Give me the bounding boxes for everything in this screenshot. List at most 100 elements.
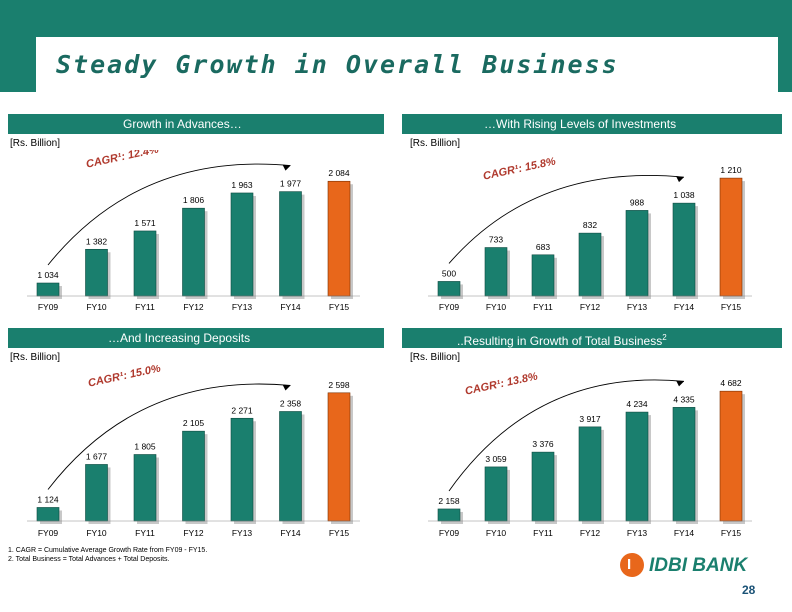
category-label: FY13 bbox=[232, 528, 253, 538]
bar-FY11 bbox=[133, 230, 157, 297]
idbi-bank-logo: I IDBI BANK bbox=[620, 553, 747, 579]
bar-FY15 bbox=[327, 180, 351, 297]
idbi-logo-icon: I bbox=[620, 553, 644, 577]
value-label: 1 677 bbox=[86, 451, 108, 461]
bar-FY13 bbox=[230, 417, 254, 522]
cagr-trend-arrow bbox=[47, 383, 291, 490]
category-label: FY14 bbox=[674, 528, 695, 538]
category-label: FY11 bbox=[135, 528, 155, 538]
category-label: FY09 bbox=[439, 302, 460, 312]
arrow-head-icon bbox=[676, 380, 684, 387]
category-label: FY14 bbox=[280, 302, 301, 312]
cagr-label: CAGR¹: 15.0% bbox=[87, 365, 162, 390]
arrow-head-icon bbox=[282, 384, 291, 391]
bar-FY14 bbox=[279, 191, 302, 297]
category-label: FY14 bbox=[674, 302, 695, 312]
value-label: 683 bbox=[536, 242, 550, 252]
panel-title-text: ..Resulting in Growth of Total Business2 bbox=[457, 328, 667, 351]
arrow-head-icon bbox=[282, 164, 291, 171]
category-label: FY11 bbox=[533, 528, 553, 538]
value-label: 4 682 bbox=[720, 378, 742, 388]
value-label: 832 bbox=[583, 220, 597, 230]
panel-title-advances: Growth in Advances… bbox=[8, 114, 384, 134]
unit-label: [Rs. Billion] bbox=[410, 138, 461, 149]
category-label: FY14 bbox=[280, 528, 301, 538]
chart-advances: 1 034 FY09 1 382 FY10 1 571 FY11 1 806 FY12 1 96… bbox=[27, 150, 360, 312]
bar-FY15 bbox=[327, 392, 351, 522]
category-label: FY10 bbox=[486, 302, 507, 312]
panel-title-superscript: 2 bbox=[662, 333, 667, 342]
category-label: FY10 bbox=[86, 302, 107, 312]
page-title: Steady Growth in Overall Business bbox=[56, 50, 619, 79]
bar-FY13 bbox=[230, 192, 254, 297]
chart-total-business: 2 158 FY09 3 059 FY10 3 376 FY11 3 917 FY12 4 23… bbox=[428, 370, 752, 538]
value-label: 2 158 bbox=[438, 496, 460, 506]
panel-title-total-business: ..Resulting in Growth of Total Business2 bbox=[402, 328, 782, 348]
footnote-2: 2. Total Business = Total Advances + Tot… bbox=[8, 556, 170, 563]
category-label: FY09 bbox=[439, 528, 460, 538]
category-label: FY11 bbox=[533, 302, 553, 312]
cagr-label: CAGR¹: 12.4% bbox=[85, 150, 160, 171]
bar-FY09 bbox=[437, 508, 461, 522]
cagr-label: CAGR¹: 15.8% bbox=[482, 155, 557, 182]
value-label: 1 977 bbox=[280, 179, 302, 189]
panel-title-text: …And Increasing Deposits bbox=[108, 331, 251, 345]
chart-investments: 500 FY09 733 FY10 683 FY11 832 FY12 988 FY13 1 038… bbox=[428, 155, 752, 312]
cagr-trend-arrow bbox=[47, 163, 291, 266]
value-label: 1 805 bbox=[134, 442, 156, 452]
title-band-right-accent bbox=[778, 37, 792, 92]
footnote-1: 1. CAGR = Cumulative Average Growth Rate… bbox=[8, 547, 208, 554]
bar-FY09 bbox=[36, 282, 60, 297]
bar-FY10 bbox=[484, 247, 508, 297]
category-label: FY09 bbox=[38, 528, 59, 538]
header-band bbox=[0, 0, 792, 92]
panel-title-main: ..Resulting in Growth of Total Business bbox=[457, 334, 663, 348]
bar-FY10 bbox=[85, 248, 108, 297]
category-label: FY13 bbox=[232, 302, 253, 312]
value-label: 3 917 bbox=[579, 414, 601, 424]
logo-text: IDBI BANK bbox=[649, 555, 748, 576]
category-label: FY12 bbox=[183, 302, 204, 312]
value-label: 2 105 bbox=[183, 418, 205, 428]
bar-FY09 bbox=[36, 507, 60, 522]
value-label: 1 963 bbox=[231, 180, 253, 190]
value-label: 2 358 bbox=[280, 398, 302, 408]
bar-FY14 bbox=[672, 202, 696, 297]
bar-FY13 bbox=[625, 210, 649, 297]
bar-FY12 bbox=[578, 426, 602, 522]
bar-FY13 bbox=[625, 411, 649, 522]
category-label: FY13 bbox=[627, 302, 648, 312]
category-label: FY09 bbox=[38, 302, 59, 312]
panel-title-investments: …With Rising Levels of Investments bbox=[402, 114, 782, 134]
value-label: 3 376 bbox=[532, 439, 554, 449]
unit-label: [Rs. Billion] bbox=[410, 352, 461, 363]
bar-FY12 bbox=[578, 232, 602, 297]
value-label: 733 bbox=[489, 235, 503, 245]
cagr-trend-arrow bbox=[448, 174, 685, 264]
bar-FY10 bbox=[85, 464, 108, 522]
bar-FY14 bbox=[672, 407, 696, 522]
title-band bbox=[0, 37, 792, 92]
bar-FY11 bbox=[133, 454, 157, 522]
value-label: 2 598 bbox=[328, 380, 350, 390]
panel-title-deposits: …And Increasing Deposits bbox=[8, 328, 384, 348]
value-label: 1 210 bbox=[720, 165, 742, 175]
bar-FY12 bbox=[182, 207, 205, 297]
value-label: 1 382 bbox=[86, 236, 108, 246]
value-label: 1 038 bbox=[673, 190, 695, 200]
cagr-trend-arrow bbox=[448, 379, 685, 492]
category-label: FY15 bbox=[721, 302, 742, 312]
bar-FY09 bbox=[437, 281, 461, 297]
value-label: 1 034 bbox=[37, 270, 59, 280]
panel-title-text: …With Rising Levels of Investments bbox=[484, 117, 677, 131]
bar-FY15 bbox=[719, 177, 743, 297]
value-label: 1 124 bbox=[37, 494, 59, 504]
value-label: 2 271 bbox=[231, 405, 253, 415]
bar-FY11 bbox=[531, 254, 555, 297]
value-label: 1 806 bbox=[183, 195, 205, 205]
value-label: 3 059 bbox=[485, 454, 507, 464]
title-band-left-accent bbox=[0, 37, 36, 92]
category-label: FY13 bbox=[627, 528, 648, 538]
category-label: FY15 bbox=[329, 302, 350, 312]
page-number: 28 bbox=[742, 583, 756, 597]
